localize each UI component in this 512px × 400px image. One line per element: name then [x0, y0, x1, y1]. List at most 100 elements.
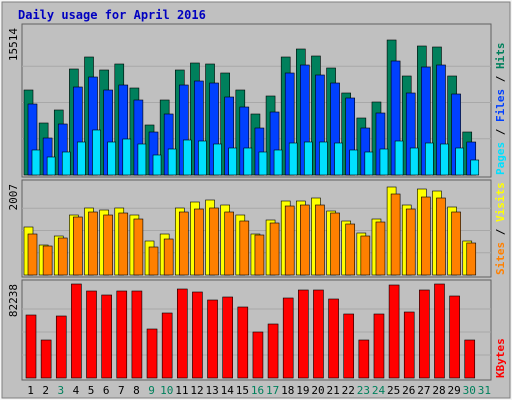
bar-kbytes-day-25	[388, 284, 400, 379]
bar-kbytes-day-9	[146, 328, 158, 379]
x-axis-day-labels: 1 2 3 4 5 6 7 8 9 10 11 12 13 14 15 16 17 18 19 20 21 22 23 24 2…	[27, 384, 491, 397]
bar-pages-day-21	[334, 142, 343, 176]
bar-kbytes-day-11	[176, 288, 188, 379]
x-tick-label: 3	[58, 384, 65, 397]
bar-kbytes-day-29	[449, 295, 460, 379]
bar-sites-day-16	[254, 234, 265, 276]
legend-separator: /	[494, 122, 507, 142]
x-tick-label: 29	[448, 384, 461, 397]
bar-pages-day-27	[425, 142, 434, 176]
x-tick-label: 27	[417, 384, 430, 397]
bar-sites-day-18	[284, 205, 295, 276]
bar-pages-day-29	[455, 147, 464, 176]
bar-pages-day-30	[470, 159, 480, 176]
bar-sites-day-6	[103, 214, 113, 276]
legend-label-sites: Sites	[494, 242, 507, 275]
bar-kbytes-day-30	[464, 339, 476, 379]
legend-hits_files_pages: Pages / Files / Hits	[494, 43, 507, 176]
y-max-label: 15514	[7, 28, 20, 61]
legend-label-kbytes: KBytes	[494, 338, 507, 378]
x-tick-label: 7	[118, 384, 125, 397]
x-tick-label: 8	[133, 384, 140, 397]
bar-kbytes-day-17	[267, 323, 279, 379]
bar-sites-day-29	[451, 211, 461, 276]
bar-pages-day-20	[319, 141, 328, 176]
bar-pages-day-23	[364, 151, 374, 176]
bar-kbytes-day-3	[55, 315, 67, 379]
x-tick-label: 31	[478, 384, 491, 397]
x-tick-label: 25	[387, 384, 400, 397]
bar-sites-day-22	[345, 223, 356, 276]
bar-sites-day-3	[57, 237, 68, 276]
x-tick-label: 17	[266, 384, 279, 397]
bar-sites-day-24	[375, 221, 386, 276]
panel-visits_sites: 2007 Sites / Visits	[7, 179, 507, 278]
bar-kbytes-day-2	[40, 339, 52, 379]
bar-pages-day-5	[92, 129, 101, 176]
legend-label-hits: Hits	[494, 43, 507, 70]
bar-sites-day-5	[88, 211, 98, 276]
bar-pages-day-24	[379, 148, 389, 176]
bar-sites-day-25	[390, 193, 401, 276]
x-tick-label: 20	[311, 384, 324, 397]
bar-sites-day-12	[194, 208, 204, 276]
bar-kbytes-day-20	[313, 289, 324, 379]
y-max-label: 82238	[7, 284, 20, 317]
bar-pages-day-11	[182, 139, 192, 176]
legend-label-visits: Visits	[494, 182, 507, 222]
bar-pages-day-14	[228, 147, 237, 176]
bar-kbytes-day-26	[403, 311, 415, 379]
bar-sites-day-4	[73, 216, 83, 276]
bar-sites-day-15	[239, 220, 250, 276]
bar-pages-day-8	[137, 143, 147, 176]
bar-pages-day-26	[409, 147, 419, 176]
bar-pages-day-19	[304, 141, 313, 176]
bar-pages-day-22	[349, 149, 359, 176]
bar-kbytes-day-1	[25, 314, 37, 379]
bar-sites-day-13	[209, 207, 219, 276]
x-tick-label: 23	[357, 384, 370, 397]
bar-kbytes-day-24	[373, 313, 385, 379]
bar-kbytes-day-7	[116, 290, 128, 379]
x-tick-label: 11	[175, 384, 188, 397]
x-tick-label: 21	[327, 384, 340, 397]
bar-sites-day-30	[466, 242, 477, 276]
bar-pages-day-28	[440, 143, 449, 176]
bar-pages-day-15	[243, 147, 253, 176]
bar-sites-day-7	[118, 212, 129, 276]
bar-kbytes-day-5	[86, 290, 97, 379]
bar-pages-day-18	[288, 142, 298, 176]
x-tick-label: 2	[42, 384, 49, 397]
x-tick-label: 5	[88, 384, 95, 397]
chart-title: Daily usage for April 2016	[18, 8, 206, 22]
x-tick-label: 1	[27, 384, 34, 397]
x-tick-label: 24	[372, 384, 386, 397]
bar-pages-day-9	[152, 154, 162, 176]
bar-sites-day-19	[300, 204, 310, 276]
bar-pages-day-10	[167, 148, 177, 176]
bar-sites-day-17	[269, 222, 280, 276]
legend-visits_sites: Sites / Visits	[494, 182, 507, 275]
bar-kbytes-day-6	[101, 294, 112, 379]
x-tick-label: 14	[221, 384, 235, 397]
panel-hits_files_pages: 15514 Pages / Files / Hits	[7, 23, 507, 178]
bar-kbytes-day-13	[207, 299, 218, 379]
x-tick-label: 22	[342, 384, 355, 397]
bar-sites-day-27	[421, 196, 431, 276]
x-tick-label: 30	[463, 384, 476, 397]
bar-sites-day-11	[178, 211, 189, 276]
bar-pages-day-4	[77, 141, 86, 176]
bar-pages-day-3	[61, 151, 71, 176]
bar-sites-day-8	[133, 218, 144, 276]
x-tick-label: 10	[160, 384, 173, 397]
bar-kbytes-day-4	[71, 283, 82, 379]
x-tick-label: 26	[402, 384, 415, 397]
bar-kbytes-day-12	[192, 291, 203, 379]
bar-sites-day-20	[315, 204, 325, 276]
bar-kbytes-day-23	[358, 339, 370, 379]
x-tick-label: 12	[190, 384, 203, 397]
x-tick-label: 19	[296, 384, 309, 397]
x-tick-label: 13	[205, 384, 218, 397]
bar-sites-day-2	[42, 245, 53, 276]
